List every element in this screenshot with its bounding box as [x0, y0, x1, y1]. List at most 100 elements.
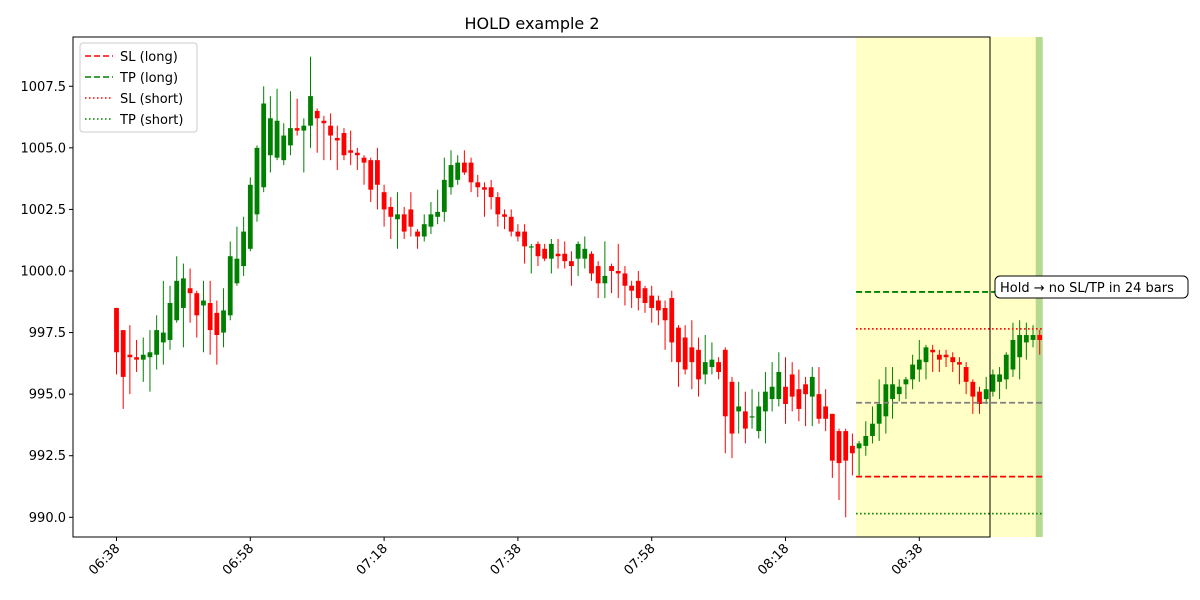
candle-body [469, 163, 474, 183]
candle-body [442, 180, 447, 212]
candle-body [877, 404, 882, 424]
candle [522, 224, 527, 263]
candle-body [181, 278, 186, 308]
candle [796, 370, 801, 422]
candle [663, 301, 668, 350]
candle-body [1004, 355, 1009, 380]
candle [803, 377, 808, 426]
candle-body [174, 281, 179, 320]
candle-body [301, 126, 306, 131]
candle [214, 301, 219, 365]
candle [194, 291, 199, 338]
candle-body [402, 214, 407, 231]
candle-body [268, 118, 273, 155]
candle [850, 434, 855, 476]
candle-body [623, 273, 628, 285]
candle-body [643, 288, 648, 303]
candle-body [342, 133, 347, 155]
candle [736, 382, 741, 434]
candle [382, 185, 387, 227]
candle-body [348, 150, 353, 152]
candle [342, 128, 347, 160]
candle-body [830, 414, 835, 461]
candle-body [449, 165, 454, 187]
candle [121, 330, 126, 409]
candle-body [1037, 335, 1042, 340]
candle [261, 86, 266, 192]
candle [228, 241, 233, 320]
candle [616, 244, 621, 298]
candle [449, 150, 454, 194]
candle [348, 131, 353, 165]
candle-body [355, 153, 360, 155]
candle [368, 158, 373, 202]
candle-body [990, 374, 995, 391]
candle [395, 192, 400, 249]
candle-body [984, 389, 989, 399]
x-tick-label: 08:38 [889, 541, 926, 578]
candle-body [756, 406, 761, 431]
candle [743, 392, 748, 444]
y-tick-label: 1000.0 [21, 264, 67, 279]
candle-body [950, 357, 955, 362]
candle-body [542, 249, 547, 259]
candle [529, 244, 534, 274]
candle-body [1011, 340, 1016, 370]
chart-title: HOLD example 2 [464, 14, 599, 33]
candle-body [295, 128, 300, 130]
candle [723, 347, 728, 453]
candle-body [730, 382, 735, 434]
y-tick-label: 1002.5 [21, 203, 67, 218]
candle-body [776, 372, 781, 399]
candle-body [703, 362, 708, 374]
candle-body [214, 313, 219, 335]
candle-body [743, 411, 748, 428]
candle-body [576, 244, 581, 259]
candle-body [288, 128, 293, 145]
candle [790, 362, 795, 411]
candle-body [235, 259, 240, 284]
candle [328, 113, 333, 160]
candle-body [964, 367, 969, 382]
candle-body [937, 355, 942, 360]
candle-body [161, 333, 166, 343]
x-tick-label: 06:58 [220, 541, 257, 578]
candle [556, 239, 561, 269]
candle-body [362, 158, 367, 163]
candle-body [716, 362, 721, 372]
candle [582, 237, 587, 269]
candle [362, 155, 367, 185]
candle-body [904, 379, 909, 384]
y-tick-label: 1007.5 [21, 80, 67, 95]
candle-body [154, 330, 159, 355]
candle-body [368, 160, 373, 190]
candle-body [843, 431, 848, 461]
candle [335, 126, 340, 170]
candle [776, 352, 781, 406]
candle [415, 229, 420, 249]
candle [281, 123, 286, 165]
candle [482, 182, 487, 216]
candle-body [375, 160, 380, 185]
candle [730, 377, 735, 458]
candle-body [796, 389, 801, 409]
candle-body [134, 357, 139, 359]
candle [629, 281, 634, 308]
candle-body [957, 362, 962, 364]
candle-body [1031, 335, 1036, 340]
candle [174, 256, 179, 323]
candle-body [569, 261, 574, 266]
candle-body [315, 111, 320, 118]
candle [442, 158, 447, 222]
candle-body [201, 301, 206, 306]
candle-body [917, 360, 922, 370]
candle [710, 342, 715, 374]
candle-body [924, 347, 929, 362]
candle [576, 241, 581, 275]
x-tick-label: 07:38 [488, 541, 525, 578]
candle-body [489, 187, 494, 197]
candle-body [562, 254, 567, 261]
candle [636, 271, 641, 310]
candle-body [321, 121, 326, 123]
candle-body [529, 246, 534, 247]
